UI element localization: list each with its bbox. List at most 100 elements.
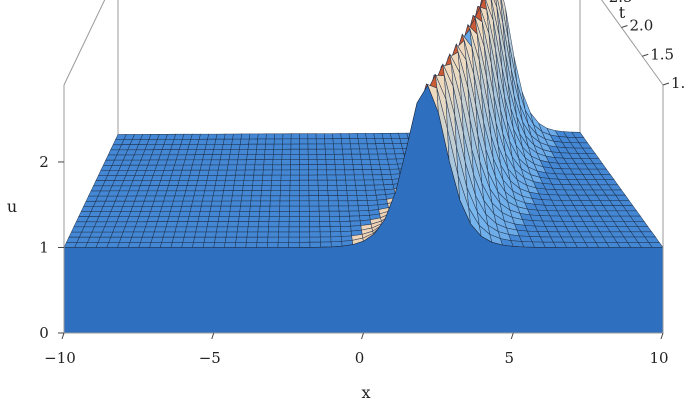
surface-patch [164, 226, 177, 233]
surface-patch [231, 138, 242, 145]
surface-patch [290, 133, 300, 140]
surface-patch [233, 180, 245, 186]
surface-patch [247, 221, 260, 228]
surface-patch [273, 149, 283, 155]
surface-patch [155, 190, 168, 197]
surface-patch [299, 133, 309, 140]
surface-patch [299, 143, 309, 150]
surface-patch [210, 200, 223, 207]
surface-patch [219, 154, 231, 161]
surface-patch [192, 242, 205, 248]
surface-patch [151, 200, 165, 207]
surface-patch [299, 159, 309, 165]
surface-patch [350, 148, 361, 155]
surface-patch [196, 221, 209, 228]
surface-patch [257, 226, 269, 233]
surface-patch [215, 133, 226, 140]
surface-patch [229, 149, 240, 155]
surface-patch [239, 143, 249, 150]
surface-patch [199, 205, 212, 212]
surface-patch [337, 190, 348, 196]
surface-patch [277, 242, 289, 248]
surface-patch [379, 164, 391, 170]
surface-patch [308, 195, 320, 202]
surface-patch [177, 216, 190, 222]
surface-patch [289, 179, 300, 186]
surface-patch [274, 133, 284, 140]
surface-patch [173, 195, 185, 202]
surface-patch [340, 133, 351, 139]
surface-patch [356, 195, 368, 201]
surface-patch [157, 216, 170, 222]
surface-patch [345, 185, 357, 191]
surface-patch [143, 195, 156, 202]
surface-patch [166, 185, 179, 192]
surface-patch [252, 180, 263, 186]
surface-patch [382, 179, 394, 186]
surface-patch [238, 149, 249, 155]
surface-patch [259, 200, 271, 207]
surface-patch [299, 169, 309, 176]
surface-patch [268, 226, 280, 233]
surface-patch [232, 185, 244, 191]
surface-patch [178, 175, 191, 181]
surface-patch [308, 169, 318, 176]
surface-patch [213, 185, 225, 192]
surface-patch [299, 179, 310, 186]
surface-patch [175, 185, 188, 192]
surface-patch [248, 211, 260, 217]
surface-patch [267, 236, 279, 243]
surface-patch [216, 221, 229, 228]
surface-patch [148, 211, 161, 217]
surface-patch [272, 164, 282, 171]
surface-patch [355, 190, 367, 196]
surface-patch [235, 236, 248, 243]
surface-patch [186, 221, 199, 228]
surface-patch [218, 159, 230, 166]
surface-patch [268, 216, 280, 222]
surface-patch [326, 169, 337, 176]
surface-patch [308, 164, 318, 171]
surface-patch [225, 174, 236, 181]
surface-patch [269, 211, 280, 217]
surface-patch [387, 158, 398, 165]
surface-patch [317, 169, 328, 176]
surface-patch [378, 158, 389, 165]
surface-patch [349, 220, 362, 227]
surface-patch [279, 211, 290, 217]
surface-patch [317, 179, 328, 186]
surface-patch [325, 159, 336, 165]
surface-patch [325, 154, 336, 160]
x-tick-mark [660, 332, 664, 340]
surface-patch [279, 200, 290, 207]
surface-patch [335, 169, 346, 176]
surface-patch [117, 242, 131, 248]
surface-patch [177, 180, 189, 186]
surface-patch [338, 205, 350, 212]
surface-patch [168, 180, 180, 186]
surface-patch [367, 148, 379, 155]
surface-patch [264, 149, 274, 155]
surface-patch [246, 149, 257, 155]
surface-patch [369, 159, 381, 165]
surface-patch [217, 164, 229, 171]
surface-patch [158, 180, 171, 186]
surface-patch [318, 205, 330, 212]
surface-patch [316, 154, 327, 160]
surface-patch [307, 138, 317, 145]
surface-patch [133, 226, 146, 233]
surface-patch [254, 159, 265, 166]
surface-patch [241, 190, 253, 197]
surface-patch [240, 200, 252, 207]
surface-patch [127, 242, 141, 248]
surface-patch [216, 226, 228, 233]
surface-patch [280, 174, 291, 181]
surface-patch [265, 133, 276, 140]
surface-patch [204, 185, 216, 192]
surface-patch [324, 133, 334, 140]
surface-patch [389, 168, 401, 175]
surface-patch [223, 133, 234, 140]
surface-patch [224, 180, 236, 186]
x-tick-mark [361, 332, 364, 340]
surface-patch [182, 195, 195, 202]
